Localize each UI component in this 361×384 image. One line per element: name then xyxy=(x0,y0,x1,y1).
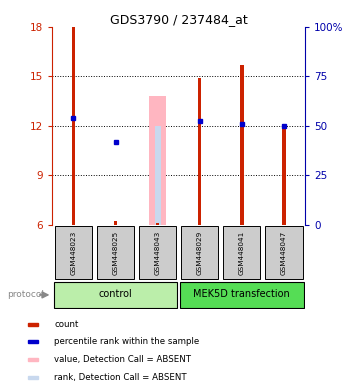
Bar xyxy=(180,282,304,308)
Bar xyxy=(28,340,38,343)
Text: GSM448029: GSM448029 xyxy=(197,230,203,275)
Bar xyxy=(282,124,286,225)
Text: GSM448043: GSM448043 xyxy=(155,230,161,275)
Text: GSM448041: GSM448041 xyxy=(239,230,245,275)
Bar xyxy=(28,358,38,361)
Text: GSM448023: GSM448023 xyxy=(70,230,77,275)
Bar xyxy=(139,226,176,279)
Bar xyxy=(265,226,303,279)
Title: GDS3790 / 237484_at: GDS3790 / 237484_at xyxy=(110,13,248,26)
Text: value, Detection Call = ABSENT: value, Detection Call = ABSENT xyxy=(54,355,191,364)
Text: MEK5D transfection: MEK5D transfection xyxy=(193,289,290,299)
Bar xyxy=(28,376,38,379)
Bar xyxy=(223,226,260,279)
Text: percentile rank within the sample: percentile rank within the sample xyxy=(54,337,199,346)
Bar xyxy=(28,323,38,326)
Text: protocol: protocol xyxy=(7,290,44,300)
Text: count: count xyxy=(54,320,79,329)
Bar xyxy=(149,96,166,225)
Text: control: control xyxy=(99,289,132,299)
Bar xyxy=(54,282,177,308)
Bar xyxy=(198,78,201,225)
Bar xyxy=(114,221,117,225)
Bar xyxy=(155,126,161,225)
Bar xyxy=(55,226,92,279)
Bar xyxy=(181,226,218,279)
Bar xyxy=(97,226,134,279)
Bar xyxy=(156,223,159,225)
Bar xyxy=(72,27,75,225)
Bar xyxy=(240,65,244,225)
Text: rank, Detection Call = ABSENT: rank, Detection Call = ABSENT xyxy=(54,372,187,382)
Text: GSM448047: GSM448047 xyxy=(281,230,287,275)
Text: GSM448025: GSM448025 xyxy=(113,230,118,275)
